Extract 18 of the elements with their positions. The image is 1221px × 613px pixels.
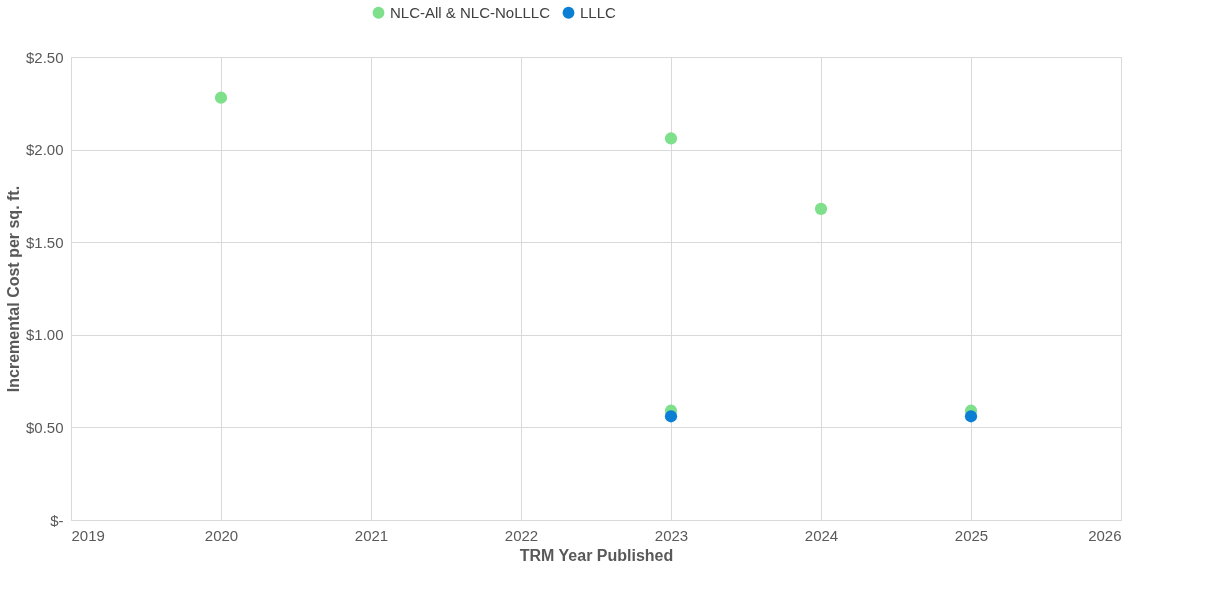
y-axis-title: Incremental Cost per sq. ft. — [4, 185, 22, 393]
legend-label: NLC-All & NLC-NoLLLC — [390, 3, 551, 21]
x-tick-label: 2021 — [354, 526, 389, 544]
x-tick-label: 2024 — [804, 526, 839, 544]
x-tick-label: 2022 — [504, 526, 539, 544]
y-tick-label: $2.00 — [25, 141, 64, 159]
x-axis-title: TRM Year Published — [519, 546, 674, 564]
x-tick-label: 2023 — [654, 526, 689, 544]
y-tick-label: $- — [50, 511, 64, 529]
x-tick-label: 2019 — [71, 526, 105, 544]
y-tick-label: $2.50 — [25, 48, 64, 66]
y-tick-label: $0.50 — [25, 418, 64, 436]
legend-label: LLLC — [580, 3, 617, 21]
x-tick-label: 2025 — [954, 526, 989, 544]
y-tick-label: $1.50 — [25, 233, 64, 251]
y-tick-label: $1.00 — [25, 326, 64, 344]
x-tick-label: 2020 — [204, 526, 239, 544]
x-tick-label: 2026 — [1088, 526, 1122, 544]
